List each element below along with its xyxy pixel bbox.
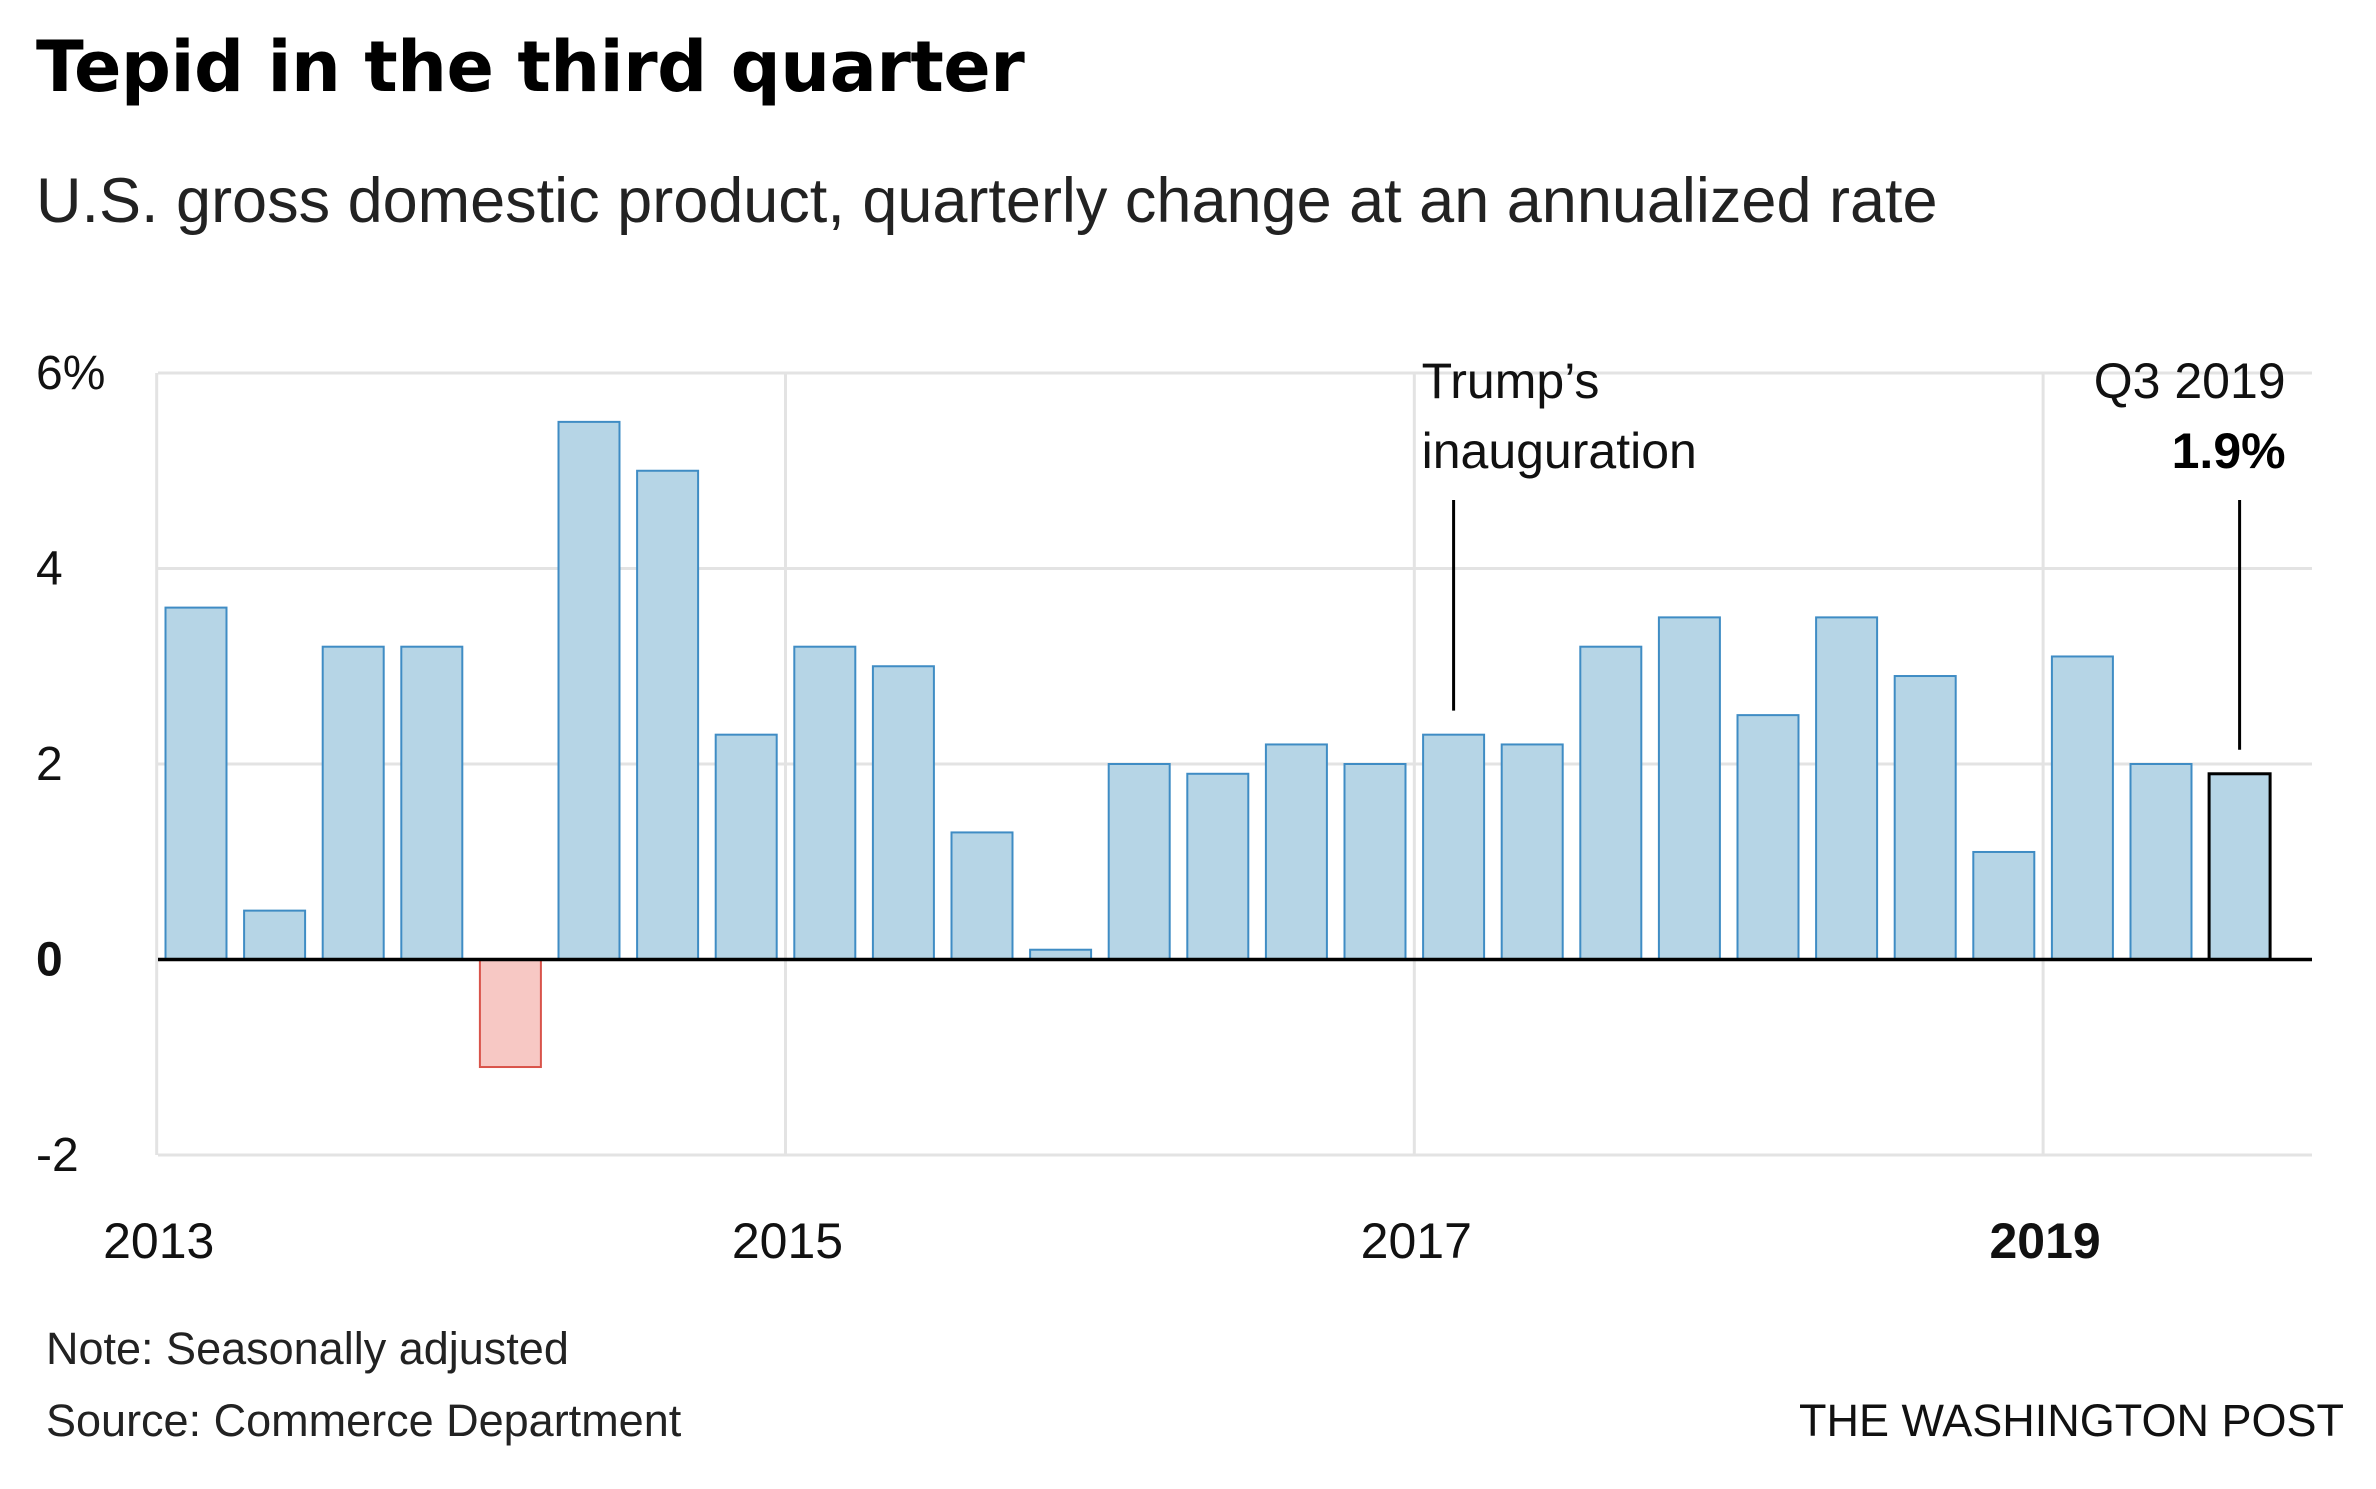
- y-tick-label: 6%: [36, 347, 105, 400]
- x-tick-label: 2017: [1361, 1213, 1472, 1269]
- grid-lines: [155, 371, 2312, 1157]
- y-tick-label: 2: [36, 738, 63, 791]
- annotation-label: inauguration: [1422, 423, 1697, 479]
- annotation-label: Q3 2019: [2094, 353, 2286, 409]
- bar: [1657, 616, 1721, 961]
- x-tick-label: 2019: [1989, 1213, 2100, 1269]
- chart-title: Tepid in the third quarter: [36, 26, 1025, 108]
- chart-note: Note: Seasonally adjusted: [46, 1323, 569, 1374]
- chart-source: Source: Commerce Department: [46, 1395, 682, 1446]
- bar: [1972, 850, 2036, 961]
- y-tick-label: -2: [36, 1129, 79, 1182]
- bar: [243, 909, 307, 961]
- bar: [871, 665, 935, 961]
- publisher-credit: THE WASHINGTON POST: [1798, 1395, 2344, 1446]
- bar: [2129, 763, 2193, 961]
- x-tick-label: 2015: [732, 1213, 843, 1269]
- bar: [164, 606, 228, 961]
- bar: [1422, 733, 1486, 961]
- bar: [714, 733, 778, 961]
- bar: [478, 958, 542, 1069]
- bar: [1264, 743, 1328, 961]
- bar: [400, 645, 464, 961]
- bar: [950, 831, 1014, 961]
- bar: [321, 645, 385, 961]
- annotations: Trump’s inauguration Q3 2019 1.9%: [1422, 353, 2286, 750]
- bar: [636, 469, 700, 961]
- y-tick-label: 4: [36, 543, 63, 596]
- bar: [1579, 645, 1643, 961]
- bar: [1736, 714, 1800, 961]
- bars: [164, 420, 2272, 1069]
- bar: [557, 420, 621, 961]
- bar: [1107, 763, 1171, 961]
- chart-subtitle: U.S. gross domestic product, quarterly c…: [36, 166, 1938, 236]
- bar: [1893, 675, 1957, 961]
- x-axis-ticks: 2013 2015 2017 2019: [103, 1213, 2101, 1269]
- bar: [1500, 743, 1564, 961]
- bar: [1343, 763, 1407, 961]
- annotation-label: Trump’s: [1422, 353, 1600, 409]
- y-tick-label: 0: [36, 934, 63, 987]
- annotation-value: 1.9%: [2172, 423, 2286, 479]
- bar: [1186, 772, 1250, 961]
- bar: [1815, 616, 1879, 961]
- y-axis-ticks: 6% 4 2 0 -2: [36, 347, 105, 1182]
- bar: [2050, 655, 2114, 961]
- x-tick-label: 2013: [103, 1213, 214, 1269]
- bar: [2207, 772, 2272, 962]
- bar: [793, 645, 857, 961]
